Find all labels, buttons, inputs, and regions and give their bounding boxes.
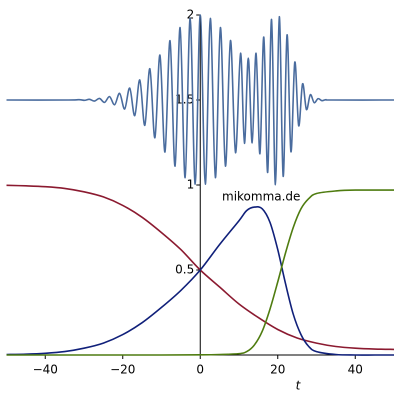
line-series [6,206,394,356]
x-tick-label: 0 [196,363,204,377]
x-tick-label: 20 [270,363,285,377]
x-tick-label: −20 [110,363,135,377]
annotation: mikomma.de [222,190,300,204]
x-axis-label: t [296,379,302,393]
line-series [6,189,395,356]
y-tick-label: 1 [187,178,195,192]
x-tick-label: −40 [33,363,58,377]
y-tick-label: 0.5 [175,263,194,277]
line-series [6,14,395,186]
x-tick-label: 40 [348,363,363,377]
y-tick-label: 1.5 [175,93,194,107]
y-tick-label: 2 [187,8,195,22]
